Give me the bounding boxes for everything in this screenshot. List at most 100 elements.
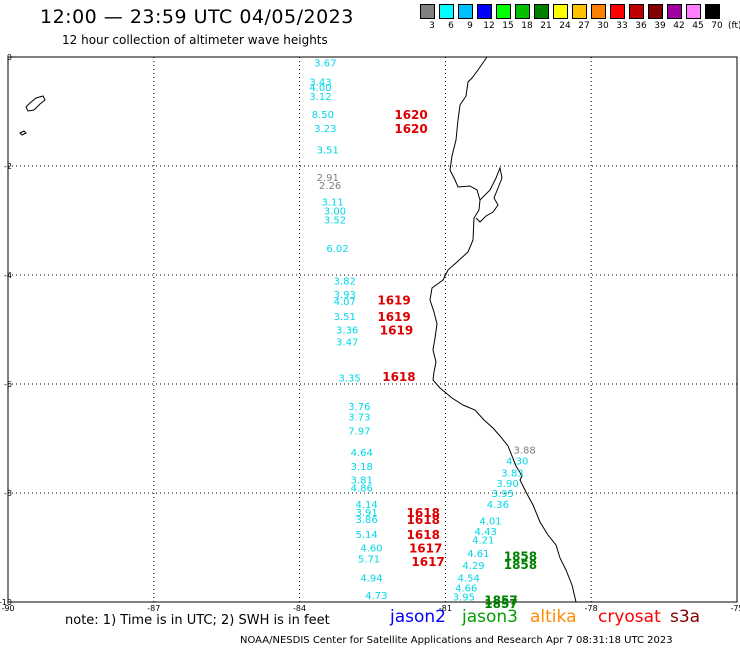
legend-s3a: s3a — [670, 607, 701, 627]
scale-swatch-39 — [648, 4, 663, 19]
pass-time-label: 1858 — [504, 550, 537, 564]
swh-value-label: 4.01 — [479, 516, 501, 527]
swh-value-label: 6.02 — [326, 244, 348, 255]
swh-value-label: 3.35 — [338, 373, 360, 384]
scale-swatch-21 — [534, 4, 549, 19]
swh-value-label: 4.43 — [475, 527, 497, 538]
swh-value-label: 4.60 — [360, 544, 382, 555]
swh-value-label: 3.47 — [336, 337, 358, 348]
swh-value-label: 3.86 — [355, 515, 377, 526]
scale-label-45: 45 — [692, 21, 704, 31]
scale-label-12: 12 — [483, 21, 495, 31]
swh-value-label: 4.07 — [334, 297, 356, 308]
scale-swatch-70 — [705, 4, 720, 19]
pass-time-label: 1617 — [411, 555, 444, 569]
swh-value-label: 4.00 — [309, 83, 331, 94]
swh-value-label: 3.18 — [351, 462, 373, 473]
swh-value-label: 4.86 — [351, 484, 373, 495]
lon-tick-label: -90 — [1, 604, 14, 613]
scale-label-27: 27 — [578, 21, 590, 31]
map-frame — [7, 56, 738, 603]
scale-label-3: 3 — [429, 21, 435, 31]
pass-time-label: 1619 — [380, 324, 413, 338]
swh-value-label: 3.67 — [314, 58, 336, 69]
swh-value-label: 3.52 — [324, 215, 346, 226]
lat-tick-label: -10 — [0, 598, 12, 607]
galapagos-island-isabela — [25, 95, 46, 112]
scale-swatch-9 — [458, 4, 473, 19]
lat-tick-label: -6 — [4, 380, 12, 389]
lon-tick-label: -78 — [585, 604, 598, 613]
swh-value-label: 3.43 — [309, 78, 331, 89]
scale-swatch-6 — [439, 4, 454, 19]
swh-value-label: 5.14 — [355, 530, 377, 541]
pass-time-label: 1858 — [504, 558, 537, 572]
swh-value-label: 3.95 — [492, 489, 514, 500]
pass-time-label: 1619 — [377, 310, 410, 324]
legend-altika: altika — [530, 607, 577, 627]
lon-tick-label: -75 — [730, 604, 740, 613]
swh-observations: 3.67 3.434.003.12 8.50 3.23 3.51 2.912.26 3.11… — [309, 58, 535, 603]
map-title: 12:00 — 23:59 UTC 04/05/2023 — [40, 6, 354, 28]
scale-label-21: 21 — [540, 21, 552, 31]
swh-value-label: 3.36 — [336, 326, 358, 337]
galapagos-island-san-cristobal — [19, 130, 27, 136]
gulf-of-guayaquil — [475, 166, 503, 223]
scale-swatch-24 — [553, 4, 568, 19]
swh-value-label: 5.71 — [358, 554, 380, 565]
scale-label-39: 39 — [654, 21, 666, 31]
swh-value-label: 4.61 — [467, 549, 489, 560]
scale-swatch-3 — [420, 4, 435, 19]
swh-value-label: 4.94 — [360, 573, 382, 584]
pass-time-label: 1618 — [407, 506, 440, 520]
swh-value-label: 7.97 — [348, 426, 370, 437]
swh-value-label: 3.81 — [351, 475, 373, 486]
scale-label-15: 15 — [502, 21, 514, 31]
scale-swatch-42 — [667, 4, 682, 19]
swh-value-label: 3.88 — [513, 445, 535, 456]
axis-ticks: -90 -87 -84 -81 -78 -75 0 -2 -4 -6 -8 -10 — [0, 53, 740, 613]
swh-value-label: 4.66 — [455, 583, 477, 594]
swh-value-label: 3.73 — [348, 413, 370, 424]
swh-value-label: 3.95 — [453, 593, 475, 604]
scale-units: (ft) — [728, 21, 740, 31]
scale-label-9: 9 — [467, 21, 473, 31]
scale-label-18: 18 — [521, 21, 533, 31]
swh-value-label: 2.26 — [319, 181, 341, 192]
scale-label-6: 6 — [448, 21, 454, 31]
lat-lon-grid — [8, 57, 737, 602]
scale-swatch-18 — [515, 4, 530, 19]
pass-time-label: 1618 — [407, 528, 440, 542]
lat-tick-label: 0 — [7, 53, 12, 62]
pass-time-label: 1618 — [407, 513, 440, 527]
swh-value-label: 3.91 — [355, 508, 377, 519]
scale-swatch-30 — [591, 4, 606, 19]
swh-value-label: 3.23 — [314, 124, 336, 135]
pass-time-labels: 1620162016191619161916181618161816181617… — [377, 108, 537, 611]
scale-swatch-36 — [629, 4, 644, 19]
swh-value-label: 3.93 — [334, 290, 356, 301]
swh-value-label: 4.14 — [355, 500, 377, 511]
scale-label-42: 42 — [673, 21, 685, 31]
pass-time-label: 1618 — [382, 370, 415, 384]
pass-time-label: 1619 — [377, 294, 410, 308]
pass-time-label: 1620 — [394, 108, 427, 122]
scale-label-30: 30 — [597, 21, 609, 31]
lat-tick-label: -8 — [4, 489, 12, 498]
map-subtitle: 12 hour collection of altimeter wave hei… — [62, 33, 328, 47]
swh-value-label: 4.29 — [462, 561, 484, 572]
scale-swatch-27 — [572, 4, 587, 19]
lon-tick-label: -81 — [439, 604, 452, 613]
lat-tick-label: -4 — [4, 271, 12, 280]
pass-time-label: 1620 — [394, 122, 427, 136]
swh-value-label: 2.91 — [317, 173, 339, 184]
swh-value-label: 3.11 — [321, 197, 343, 208]
pass-time-label: 1617 — [409, 542, 442, 556]
swh-value-label: 3.00 — [324, 207, 346, 218]
swh-value-label: 4.64 — [351, 448, 373, 459]
lat-tick-label: -2 — [4, 162, 12, 171]
legend-cryosat: cryosat — [598, 607, 661, 627]
swh-value-label: 4.30 — [506, 456, 528, 467]
swh-value-label: 4.21 — [472, 535, 494, 546]
